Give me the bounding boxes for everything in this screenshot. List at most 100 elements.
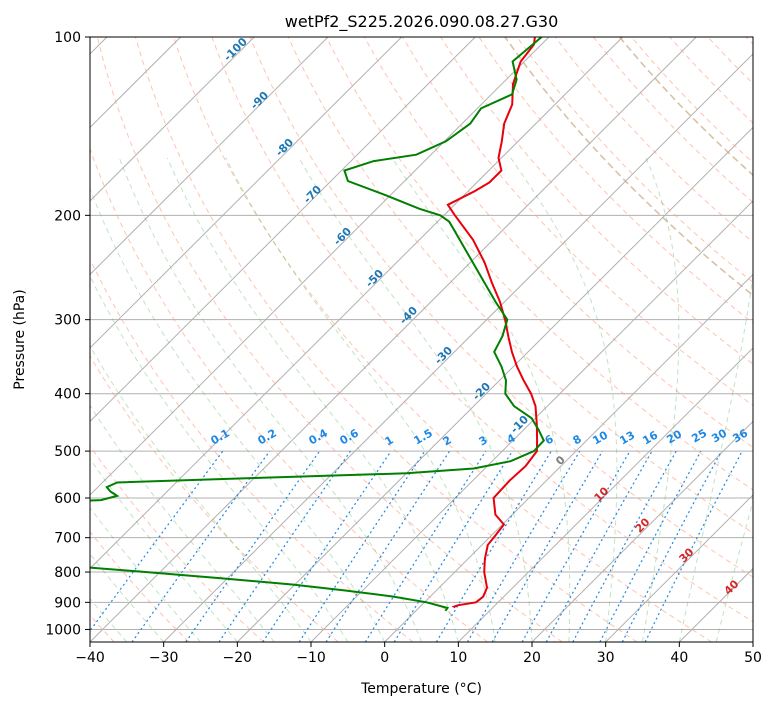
dry-adiabat-line — [173, 37, 712, 642]
mixing-ratio-line — [466, 450, 581, 642]
isotherm-line — [90, 37, 402, 349]
x-tick-label: 0 — [380, 650, 389, 666]
mixing-ratio-label: 1 — [383, 433, 396, 448]
dry-adiabat-line — [249, 37, 753, 578]
dry-adiabat-line — [90, 258, 414, 642]
x-tick-label: 50 — [744, 650, 762, 666]
mixing-ratio-line — [393, 450, 513, 642]
dry-adiabat-label: -60 — [331, 225, 354, 248]
dry-adiabat-line — [402, 37, 753, 406]
dewpoint-line — [90, 37, 545, 612]
moist-adiabat-line — [118, 157, 422, 642]
dry-adiabat-line — [96, 37, 563, 642]
mixing-ratio-label: 16 — [640, 428, 660, 447]
y-tick-label: 800 — [54, 565, 81, 581]
dry-adiabat-label: -70 — [301, 183, 324, 206]
moist-adiabat-line — [752, 640, 753, 642]
x-tick-label: −40 — [75, 650, 105, 666]
x-tick-label: 20 — [523, 650, 541, 666]
mixing-ratio-line — [90, 450, 224, 632]
y-tick-label: 700 — [54, 531, 81, 547]
dry-adiabat-label: -30 — [432, 344, 455, 367]
isotherm-line — [90, 37, 329, 276]
mixing-ratio-line — [131, 450, 271, 642]
mixing-ratio-line — [545, 450, 653, 642]
isotherm-line — [531, 420, 753, 642]
mixing-ratio-line — [325, 450, 451, 642]
y-tick-label: 100 — [54, 30, 81, 46]
isobar-grid — [90, 37, 753, 630]
y-tick-label: 600 — [54, 491, 81, 507]
isotherm-line — [90, 37, 550, 496]
x-tick-label: −30 — [149, 650, 179, 666]
dry-adiabat-line — [516, 37, 753, 284]
mixing-ratio-line — [298, 450, 426, 642]
mixing-ratio-label: 2 — [441, 433, 454, 448]
isotherm-line — [236, 126, 753, 642]
mixing-ratio-lines — [90, 450, 743, 642]
x-tick-label: 30 — [597, 650, 615, 666]
dry-adiabat-line — [478, 37, 753, 324]
moist-adiabat-line — [90, 187, 386, 642]
mixing-ratio-label: 13 — [617, 429, 637, 448]
moist-adiabat-line — [90, 553, 165, 642]
dry-adiabat-label: -50 — [363, 267, 386, 290]
moist-adiabat-label: 0 — [553, 453, 568, 468]
y-tick-label: 900 — [54, 595, 81, 611]
moist-adiabat-line — [90, 274, 349, 642]
isotherm-line — [163, 53, 753, 642]
dry-adiabat-label: -80 — [273, 136, 296, 159]
isotherm-grid — [90, 37, 753, 642]
isotherm-line — [678, 567, 753, 642]
moist-adiabat-line — [510, 157, 618, 642]
moist-adiabat-line — [225, 157, 496, 642]
chart-title: wetPf2_S225.2026.090.08.27.G30 — [285, 12, 559, 32]
plot-frame — [89, 36, 754, 643]
dry-adiabat-line — [745, 37, 753, 45]
isotherm-line — [90, 37, 476, 423]
isotherm-line — [457, 347, 753, 642]
mixing-ratio-label: 6 — [543, 432, 556, 447]
dry-adiabat-label: -40 — [397, 304, 420, 327]
mixing-ratio-label: 25 — [689, 427, 709, 446]
isotherm-line — [384, 273, 753, 642]
moist-adiabat-label: 40 — [722, 577, 742, 597]
moist-adiabats — [90, 157, 753, 642]
isotherm-line — [90, 37, 697, 642]
dry-adiabat-line — [90, 530, 190, 642]
x-axis: −40 −30 −20 −10 0 10 20 30 40 50 — [75, 642, 762, 666]
dry-adiabat-line — [707, 37, 753, 85]
dry-adiabat-line — [90, 445, 264, 642]
dry-adiabat-label: -100 — [221, 35, 250, 64]
moist-adiabat-line — [90, 457, 238, 642]
moist-adiabat-line — [166, 157, 459, 642]
dry-adiabat-label: -20 — [470, 380, 493, 403]
moist-adiabat-label: 20 — [633, 515, 653, 535]
mixing-ratio-line — [185, 450, 321, 642]
isotherm-line — [310, 200, 753, 642]
isotherm-line — [90, 37, 255, 202]
x-tick-label: 10 — [449, 650, 467, 666]
dry-adiabats — [90, 37, 753, 642]
temperature-line — [446, 37, 539, 609]
dry-adiabat-line — [211, 37, 753, 623]
dry-adiabat-label: -90 — [248, 89, 271, 112]
moist-adiabat-line — [678, 272, 753, 642]
y-axis: 100 200 300 400 500 600 700 800 900 1000 — [45, 30, 90, 638]
dry-adiabat-line — [554, 37, 753, 243]
mixing-ratio-label: 0.6 — [338, 426, 362, 447]
isotherm-line — [90, 37, 623, 570]
mixing-ratio-label: 36 — [730, 426, 750, 445]
mixing-ratio-label: 0.2 — [256, 426, 279, 447]
moist-adiabat-line — [90, 404, 275, 642]
mixing-ratio-line — [644, 450, 743, 642]
mixing-ratio-label: 0.4 — [307, 426, 331, 447]
dry-adiabat-line — [90, 147, 488, 642]
moist-adiabat-line — [90, 344, 312, 642]
mixing-ratio-line — [364, 450, 487, 642]
moist-adiabat-label: 10 — [592, 484, 612, 504]
background-line-labels: 0.1 0.2 0.4 0.6 1 1.5 2 3 4 6 8 10 13 16 20 25 30 36-100-… — [209, 35, 751, 598]
dry-adiabat-line — [134, 37, 638, 642]
mixing-ratio-line — [491, 450, 604, 642]
mixing-ratio-line — [521, 450, 631, 642]
